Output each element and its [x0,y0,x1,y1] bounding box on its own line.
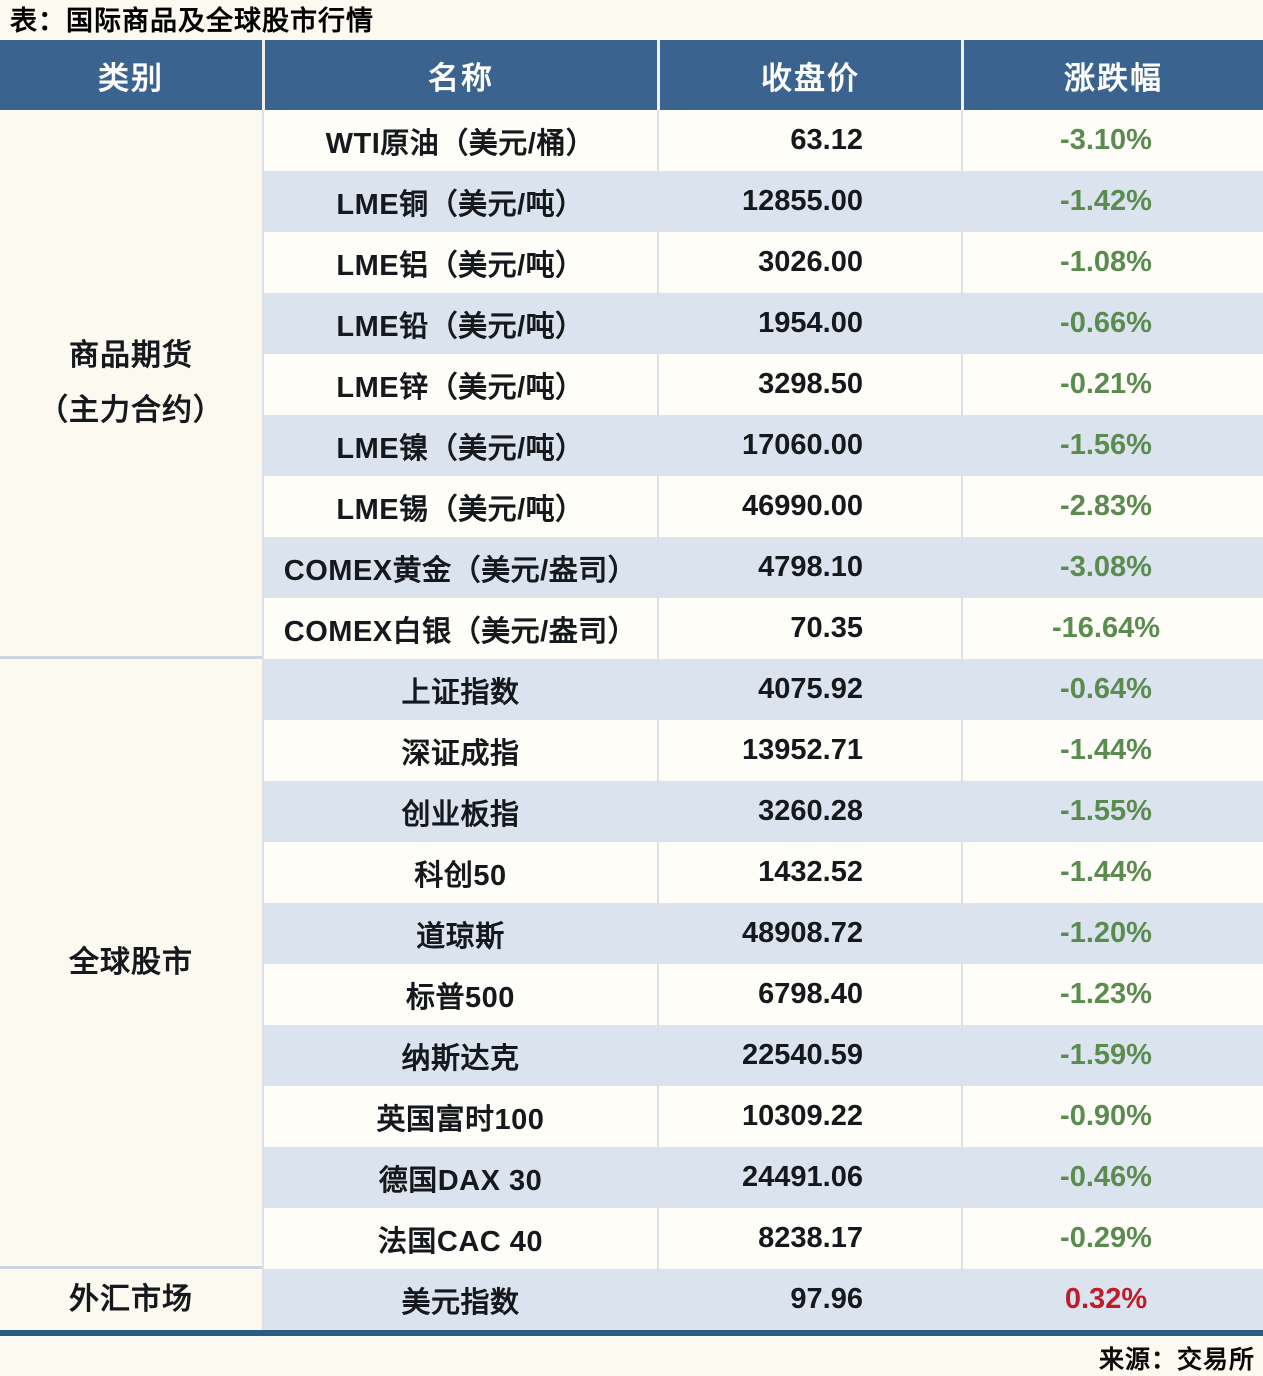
column-header-3: 涨跌幅 [961,40,1263,110]
row-name: 德国DAX 30 [262,1147,657,1208]
row-close: 4075.92 [657,659,961,720]
row-close: 1954.00 [657,293,961,354]
row-change: -16.64% [961,598,1263,659]
row-change: -1.59% [961,1025,1263,1086]
row-close: 97.96 [657,1269,961,1330]
row-change: -2.83% [961,476,1263,537]
row-name: 美元指数 [262,1269,657,1330]
row-name: 纳斯达克 [262,1025,657,1086]
row-change: -0.64% [961,659,1263,720]
row-name: 创业板指 [262,781,657,842]
row-close: 63.12 [657,110,961,171]
row-close: 6798.40 [657,964,961,1025]
row-close: 1432.52 [657,842,961,903]
row-name: 上证指数 [262,659,657,720]
category-label-line: 商品期货 [69,338,193,372]
row-change: -1.08% [961,232,1263,293]
row-close: 3026.00 [657,232,961,293]
table-bottom-border [0,1330,1263,1336]
row-change: -3.10% [961,110,1263,171]
row-change: -1.23% [961,964,1263,1025]
row-name: 标普500 [262,964,657,1025]
row-name: 法国CAC 40 [262,1208,657,1269]
row-close: 3298.50 [657,354,961,415]
row-change: -1.56% [961,415,1263,476]
row-name: 深证成指 [262,720,657,781]
row-change: -1.55% [961,781,1263,842]
row-name: 科创50 [262,842,657,903]
row-change: -0.21% [961,354,1263,415]
category-label-line: 外汇市场 [69,1282,193,1316]
row-change: -1.20% [961,903,1263,964]
row-close: 24491.06 [657,1147,961,1208]
row-name: LME镍（美元/吨） [262,415,657,476]
row-name: LME铅（美元/吨） [262,293,657,354]
table-title: 表：国际商品及全球股市行情 [10,6,374,36]
row-close: 70.35 [657,598,961,659]
row-name: COMEX黄金（美元/盎司） [262,537,657,598]
row-name: LME铜（美元/吨） [262,171,657,232]
row-name: 英国富时100 [262,1086,657,1147]
category-label-line: （主力合约） [38,394,224,427]
column-header-2: 收盘价 [657,40,961,110]
row-name: LME锌（美元/吨） [262,354,657,415]
row-change: -1.44% [961,720,1263,781]
row-change: -3.08% [961,537,1263,598]
row-close: 12855.00 [657,171,961,232]
row-name: 道琼斯 [262,903,657,964]
category-cell: 外汇市场 [0,1269,262,1330]
column-header-0: 类别 [0,40,262,110]
row-change: -0.66% [961,293,1263,354]
row-close: 10309.22 [657,1086,961,1147]
column-header-1: 名称 [262,40,657,110]
row-change: -0.29% [961,1208,1263,1269]
row-change: -1.42% [961,171,1263,232]
row-close: 8238.17 [657,1208,961,1269]
row-name: LME锡（美元/吨） [262,476,657,537]
row-close: 3260.28 [657,781,961,842]
category-cell: 商品期货 （主力合约） [0,110,262,659]
row-close: 22540.59 [657,1025,961,1086]
source-note: 来源：交易所 [1098,1346,1255,1374]
category-cell: 全球股市 [0,659,262,1269]
row-change: -1.44% [961,842,1263,903]
row-name: COMEX白银（美元/盎司） [262,598,657,659]
row-change: -0.46% [961,1147,1263,1208]
row-change: 0.32% [961,1269,1263,1330]
row-close: 46990.00 [657,476,961,537]
row-name: WTI原油（美元/桶） [262,110,657,171]
row-close: 17060.00 [657,415,961,476]
row-close: 48908.72 [657,903,961,964]
market-table: 类别 名称 收盘价 涨跌幅商品期货 （主力合约） WTI原油（美元/桶） 63.12 -3.1… [0,40,1263,1330]
row-close: 13952.71 [657,720,961,781]
row-change: -0.90% [961,1086,1263,1147]
row-close: 4798.10 [657,537,961,598]
row-name: LME铝（美元/吨） [262,232,657,293]
category-label-line: 全球股市 [69,945,193,979]
